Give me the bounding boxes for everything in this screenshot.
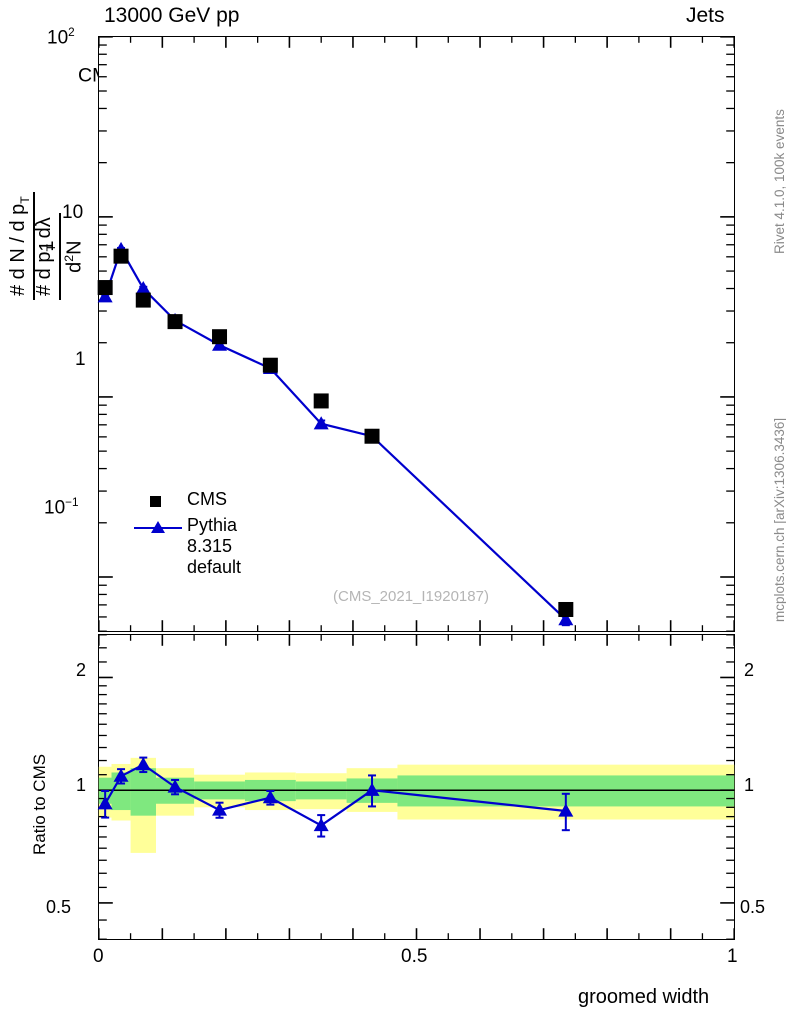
mc-marker-0 — [97, 289, 113, 303]
ratio-marker-8 — [558, 803, 574, 817]
y-tick-label-10: 10 — [62, 202, 84, 223]
ratio-marker-7 — [364, 782, 380, 796]
mc-line-main — [104, 246, 567, 621]
y-tick-label-0.1: 10−1 — [44, 496, 79, 519]
ratio-y-tick-label-0.5-right: 0.5 — [740, 897, 766, 917]
ratio-marker-6 — [313, 817, 329, 832]
ratio-y-tick-label-1-right: 1 — [744, 775, 755, 795]
data-marker-7 — [364, 428, 380, 444]
band-inner-1 — [111, 772, 131, 811]
ratio-marker-0 — [97, 796, 113, 810]
legend-marker-square — [150, 496, 161, 507]
ratio-points — [97, 756, 574, 838]
ratio-y-tick-label-0.5-left: 0.5 — [46, 897, 72, 917]
ratio-y-tick-label-2-right: 2 — [744, 660, 755, 680]
data-marker-8 — [558, 601, 574, 617]
ratio-uncertainty-bands — [98, 757, 735, 853]
legend-label-cms: CMS — [187, 489, 227, 509]
main-plot-frame — [98, 36, 735, 632]
data-marker-5 — [262, 357, 278, 373]
ratio-marker-3 — [167, 779, 183, 793]
legend-label-pythia: Pythia 8.315 default — [187, 515, 242, 577]
data-marker-2 — [135, 292, 151, 308]
axis-ticks — [98, 35, 736, 940]
header-right: Jets — [686, 4, 725, 27]
y-tick-label-100: 102 — [47, 26, 75, 49]
legend-marker-triangle — [151, 521, 165, 533]
ratio-marker-4 — [212, 802, 228, 816]
watermark: (CMS_2021_I1920187) — [333, 588, 489, 605]
data-marker-4 — [212, 329, 228, 345]
header-left: 13000 GeV pp — [104, 4, 240, 27]
x-axis-label: groomed width — [578, 986, 710, 1008]
mc-marker-6 — [313, 416, 329, 430]
data-marker-3 — [167, 314, 183, 330]
x-tick-label-1: 1 — [727, 946, 738, 967]
mc-marker-8 — [558, 612, 574, 626]
ratio-y-tick-label-2-left: 2 — [76, 660, 87, 680]
x-tick-label-0.5: 0.5 — [401, 946, 428, 967]
mc-points-main — [97, 241, 574, 627]
ratio-marker-5 — [262, 790, 278, 804]
band-inner-2 — [130, 768, 156, 816]
ratio-marker-2 — [135, 757, 151, 771]
mc-marker-2 — [135, 281, 151, 295]
x-tick-label-0: 0 — [93, 946, 104, 967]
data-points-main — [97, 248, 574, 617]
ratio-marker-1 — [113, 768, 129, 782]
data-marker-6 — [313, 393, 329, 409]
data-marker-1 — [113, 248, 129, 264]
data-marker-0 — [97, 280, 113, 296]
ratio-y-tick-label-1-left: 1 — [76, 775, 87, 795]
y-tick-label-1: 1 — [75, 349, 86, 370]
